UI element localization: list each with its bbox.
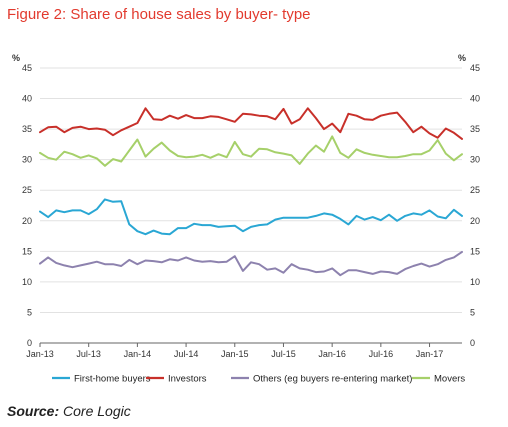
y2-tick-label: 40 — [470, 94, 480, 104]
x-tick-label: Jul-16 — [369, 349, 394, 359]
series-line-3 — [39, 135, 463, 167]
x-tick-label: Jan-13 — [26, 349, 54, 359]
y-tick-label: 0 — [27, 338, 32, 348]
y2-tick-label: 30 — [470, 155, 480, 165]
axis-layer: 0 0 5 5 10 10 15 15 20 20 25 25 30 30 35 35 40 40 45 45% % Ja… — [12, 53, 480, 359]
figure-title: Figure 2: Share of house sales by buyer-… — [7, 6, 311, 23]
y2-axis-unit: % — [458, 53, 466, 63]
x-tick-label: Jul-13 — [76, 349, 101, 359]
series-layer — [39, 107, 463, 277]
series-line-0 — [39, 198, 463, 236]
y-tick-label: 15 — [22, 246, 32, 256]
y-tick-label: 20 — [22, 216, 32, 226]
source-note: Source: Core Logic — [7, 403, 131, 419]
y-tick-label: 25 — [22, 185, 32, 195]
x-tick-label: Jan-16 — [318, 349, 346, 359]
grid-layer — [40, 67, 462, 313]
y2-tick-label: 35 — [470, 124, 480, 134]
y2-tick-label: 15 — [470, 246, 480, 256]
y-tick-label: 40 — [22, 94, 32, 104]
y2-tick-label: 0 — [470, 338, 475, 348]
legend-label-3: Movers — [434, 374, 465, 385]
y-tick-label: 30 — [22, 155, 32, 165]
y-tick-label: 5 — [27, 307, 32, 317]
y-tick-label: 10 — [22, 277, 32, 287]
x-tick-label: Jan-15 — [221, 349, 249, 359]
legend-label-0: First-home buyers — [74, 374, 151, 385]
x-tick-label: Jan-14 — [124, 349, 152, 359]
x-tick-label: Jul-14 — [174, 349, 199, 359]
y2-tick-label: 45 — [470, 63, 480, 73]
y2-tick-label: 10 — [470, 277, 480, 287]
series-line-1 — [39, 107, 463, 140]
legend-label-1: Investors — [168, 374, 207, 385]
source-label: Source: — [7, 403, 60, 419]
y2-tick-label: 20 — [470, 216, 480, 226]
y-tick-label: 35 — [22, 124, 32, 134]
y-tick-label: 45 — [22, 63, 32, 73]
y-axis-unit: % — [12, 53, 20, 63]
source-value: Core Logic — [63, 403, 131, 419]
y2-tick-label: 5 — [470, 307, 475, 317]
line-chart: 0 0 5 5 10 10 15 15 20 20 25 25 30 30 35 35 40 40 45 45% % Ja… — [12, 53, 480, 385]
legend-label-2: Others (eg buyers re-entering market) — [253, 374, 412, 385]
y2-tick-label: 25 — [470, 185, 480, 195]
series-line-2 — [39, 250, 463, 277]
legend: First-home buyers Investors Others (eg buy… — [52, 374, 465, 385]
x-tick-label: Jan-17 — [416, 349, 444, 359]
x-tick-label: Jul-15 — [271, 349, 296, 359]
